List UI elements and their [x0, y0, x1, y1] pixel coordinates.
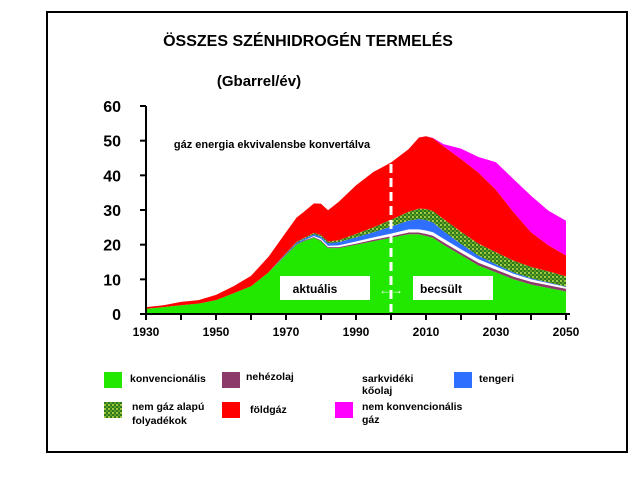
legend-label: sarkvidéki [362, 373, 413, 385]
legend-label: folyadékok [132, 415, 187, 427]
y-tick-label: 30 [103, 203, 121, 220]
legend-swatch [454, 372, 472, 388]
actual-label: aktuális [293, 282, 338, 296]
y-tick-label: 50 [103, 134, 121, 151]
actual-box [280, 276, 370, 300]
annotation-layer: gáz energia ekvivalensbe konvertálva aktu… [156, 131, 493, 312]
y-tick-label: 20 [103, 238, 121, 255]
area-nem-gaz-alapu-folyadekok [146, 208, 566, 309]
legend-label: földgáz [250, 404, 287, 416]
legend-swatch [222, 372, 240, 388]
legend-swatch [222, 402, 240, 418]
x-tick-label: 1970 [273, 325, 300, 339]
legend-label: konvencionális [130, 373, 206, 385]
legend-label: kőolaj [362, 385, 392, 397]
x-tick-label: 2010 [413, 325, 440, 339]
y-tick-label: 40 [103, 168, 121, 185]
estimated-label: becsült [420, 282, 462, 296]
y-tick-label: 0 [112, 307, 121, 324]
legend-label: nem konvencionális [362, 401, 463, 413]
area-sarkvideki-koolaj [146, 229, 566, 309]
note-box [156, 131, 388, 155]
x-tick-label: 1990 [343, 325, 370, 339]
legend-label: tengeri [479, 373, 514, 385]
y-tick-label: 10 [103, 272, 121, 289]
legend-swatch [104, 402, 122, 418]
legend-swatch [104, 372, 122, 388]
legend-swatch [335, 402, 353, 418]
x-tick-label: 1930 [133, 325, 160, 339]
legend-label: nehézolaj [246, 371, 294, 383]
legend-label: gáz [362, 414, 380, 426]
double-arrow-icon: ←→ [379, 283, 403, 297]
estimated-box [413, 276, 493, 300]
y-tick-label: 60 [103, 99, 121, 116]
x-tick-label: 1950 [203, 325, 230, 339]
note-text: gáz energia ekvivalensbe konvertálva [174, 139, 371, 151]
chart-title: ÖSSZES SZÉNHIDROGÉN TERMELÉS [163, 31, 453, 50]
legend-label: nem gáz alapú [132, 401, 204, 413]
x-tick-label: 2050 [553, 325, 580, 339]
x-tick-label: 2030 [483, 325, 510, 339]
y-axis-unit-label: (Gbarrel/év) [217, 73, 301, 90]
area-foldgaz [146, 136, 566, 309]
